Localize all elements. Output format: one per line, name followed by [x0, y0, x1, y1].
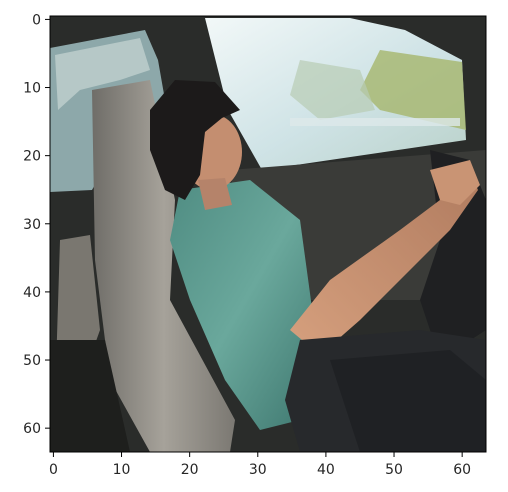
axes-frame [49, 15, 487, 453]
window-frame [290, 118, 460, 126]
x-tick-label: 40 [317, 462, 335, 478]
y-axis: 0 10 20 30 40 50 60 [23, 12, 50, 437]
y-tick-label: 30 [23, 217, 41, 233]
shirt [170, 180, 315, 430]
x-tick-label: 30 [249, 462, 267, 478]
x-tick-label: 20 [181, 462, 199, 478]
y-tick-label: 50 [23, 353, 41, 369]
arm [290, 168, 478, 355]
x-tick-label: 10 [113, 462, 131, 478]
image-content [50, 16, 486, 452]
steering-wheel [420, 150, 486, 360]
hand [430, 160, 480, 205]
y-tick-label: 20 [23, 149, 41, 165]
neck [198, 178, 232, 210]
y-tick-label: 0 [32, 12, 41, 28]
window-trees [360, 50, 466, 130]
seat-back [92, 80, 235, 452]
x-tick-label: 60 [453, 462, 471, 478]
y-tick-label: 60 [23, 421, 41, 437]
y-tick-label: 40 [23, 285, 41, 301]
hair [150, 80, 240, 200]
window-foliage [290, 60, 375, 120]
lower-left-shadow [50, 340, 130, 452]
x-tick-label: 50 [385, 462, 403, 478]
rear-window-highlight [55, 38, 150, 110]
x-axis: 0 10 20 30 40 50 60 [49, 452, 471, 478]
y-tick-label: 10 [23, 81, 41, 97]
pants-shade [330, 350, 486, 452]
x-tick-label: 0 [49, 462, 58, 478]
